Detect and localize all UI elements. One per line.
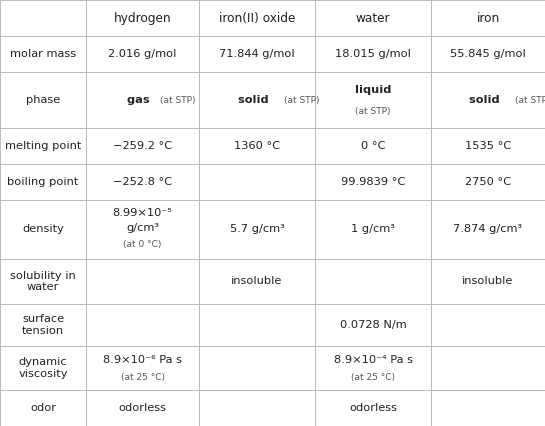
Text: 8.99×10⁻⁵: 8.99×10⁻⁵	[113, 208, 172, 218]
Text: (at 0 °C): (at 0 °C)	[123, 240, 162, 249]
Bar	[431, 36, 545, 72]
Bar	[315, 128, 431, 164]
Text: 0 °C: 0 °C	[361, 141, 385, 151]
Text: (at STP): (at STP)	[160, 95, 196, 104]
Text: liquid: liquid	[355, 85, 391, 95]
Bar	[431, 304, 545, 346]
Text: 1535 °C: 1535 °C	[465, 141, 511, 151]
Bar	[431, 346, 545, 390]
Bar	[86, 36, 199, 72]
Bar	[0, 200, 86, 259]
Text: density: density	[22, 225, 64, 234]
Bar	[86, 164, 199, 200]
Bar	[0, 36, 86, 72]
Text: iron(II) oxide: iron(II) oxide	[219, 12, 295, 25]
Bar	[0, 390, 86, 426]
Text: 2.016 g/mol: 2.016 g/mol	[108, 49, 177, 59]
Text: odor: odor	[30, 403, 56, 413]
Bar	[431, 259, 545, 304]
Text: 55.845 g/mol: 55.845 g/mol	[450, 49, 526, 59]
Text: 1 g/cm³: 1 g/cm³	[351, 225, 395, 234]
Text: 1360 °C: 1360 °C	[234, 141, 280, 151]
Text: phase: phase	[26, 95, 60, 105]
Text: insoluble: insoluble	[462, 276, 514, 286]
Bar	[315, 36, 431, 72]
Bar	[199, 346, 315, 390]
Bar	[315, 200, 431, 259]
Text: g/cm³: g/cm³	[126, 223, 159, 233]
Text: 2750 °C: 2750 °C	[465, 177, 511, 187]
Bar	[315, 164, 431, 200]
Bar	[199, 36, 315, 72]
Bar	[315, 259, 431, 304]
Bar	[199, 128, 315, 164]
Bar	[199, 200, 315, 259]
Text: (at STP): (at STP)	[284, 95, 320, 104]
Bar	[315, 346, 431, 390]
Bar	[0, 304, 86, 346]
Text: solubility in
water: solubility in water	[10, 271, 76, 292]
Text: molar mass: molar mass	[10, 49, 76, 59]
Bar	[86, 390, 199, 426]
Bar	[315, 390, 431, 426]
Bar	[199, 164, 315, 200]
Text: −259.2 °C: −259.2 °C	[113, 141, 172, 151]
Bar	[199, 304, 315, 346]
Bar	[0, 0, 86, 36]
Bar	[431, 0, 545, 36]
Bar	[0, 259, 86, 304]
Bar	[86, 72, 199, 128]
Text: 8.9×10⁻⁶ Pa s: 8.9×10⁻⁶ Pa s	[103, 355, 182, 365]
Bar	[199, 390, 315, 426]
Text: 0.0728 N/m: 0.0728 N/m	[340, 320, 407, 330]
Text: water: water	[356, 12, 390, 25]
Text: melting point: melting point	[5, 141, 81, 151]
Text: 18.015 g/mol: 18.015 g/mol	[335, 49, 411, 59]
Text: (at 25 °C): (at 25 °C)	[351, 373, 395, 382]
Text: odorless: odorless	[349, 403, 397, 413]
Text: solid: solid	[238, 95, 276, 105]
Text: iron: iron	[476, 12, 500, 25]
Text: hydrogen: hydrogen	[114, 12, 171, 25]
Bar	[0, 72, 86, 128]
Text: surface
tension: surface tension	[22, 314, 64, 336]
Text: 8.9×10⁻⁴ Pa s: 8.9×10⁻⁴ Pa s	[334, 355, 413, 365]
Bar	[0, 346, 86, 390]
Text: (at STP): (at STP)	[516, 95, 545, 104]
Text: (at 25 °C): (at 25 °C)	[120, 373, 165, 382]
Text: boiling point: boiling point	[8, 177, 78, 187]
Text: −252.8 °C: −252.8 °C	[113, 177, 172, 187]
Bar	[86, 200, 199, 259]
Bar	[199, 259, 315, 304]
Text: gas: gas	[127, 95, 158, 105]
Bar	[86, 259, 199, 304]
Bar	[86, 346, 199, 390]
Bar	[315, 304, 431, 346]
Text: 99.9839 °C: 99.9839 °C	[341, 177, 405, 187]
Bar	[315, 72, 431, 128]
Bar	[86, 0, 199, 36]
Bar	[86, 128, 199, 164]
Bar	[315, 0, 431, 36]
Bar	[431, 200, 545, 259]
Bar	[199, 72, 315, 128]
Bar	[431, 72, 545, 128]
Text: dynamic
viscosity: dynamic viscosity	[19, 357, 68, 379]
Bar	[431, 164, 545, 200]
Text: solid: solid	[469, 95, 507, 105]
Text: 7.874 g/cm³: 7.874 g/cm³	[453, 225, 523, 234]
Bar	[86, 304, 199, 346]
Bar	[431, 128, 545, 164]
Text: odorless: odorless	[118, 403, 167, 413]
Bar	[199, 0, 315, 36]
Text: (at STP): (at STP)	[355, 106, 391, 115]
Text: 71.844 g/mol: 71.844 g/mol	[219, 49, 295, 59]
Bar	[431, 390, 545, 426]
Text: 5.7 g/cm³: 5.7 g/cm³	[229, 225, 284, 234]
Text: insoluble: insoluble	[231, 276, 283, 286]
Bar	[0, 128, 86, 164]
Bar	[0, 164, 86, 200]
